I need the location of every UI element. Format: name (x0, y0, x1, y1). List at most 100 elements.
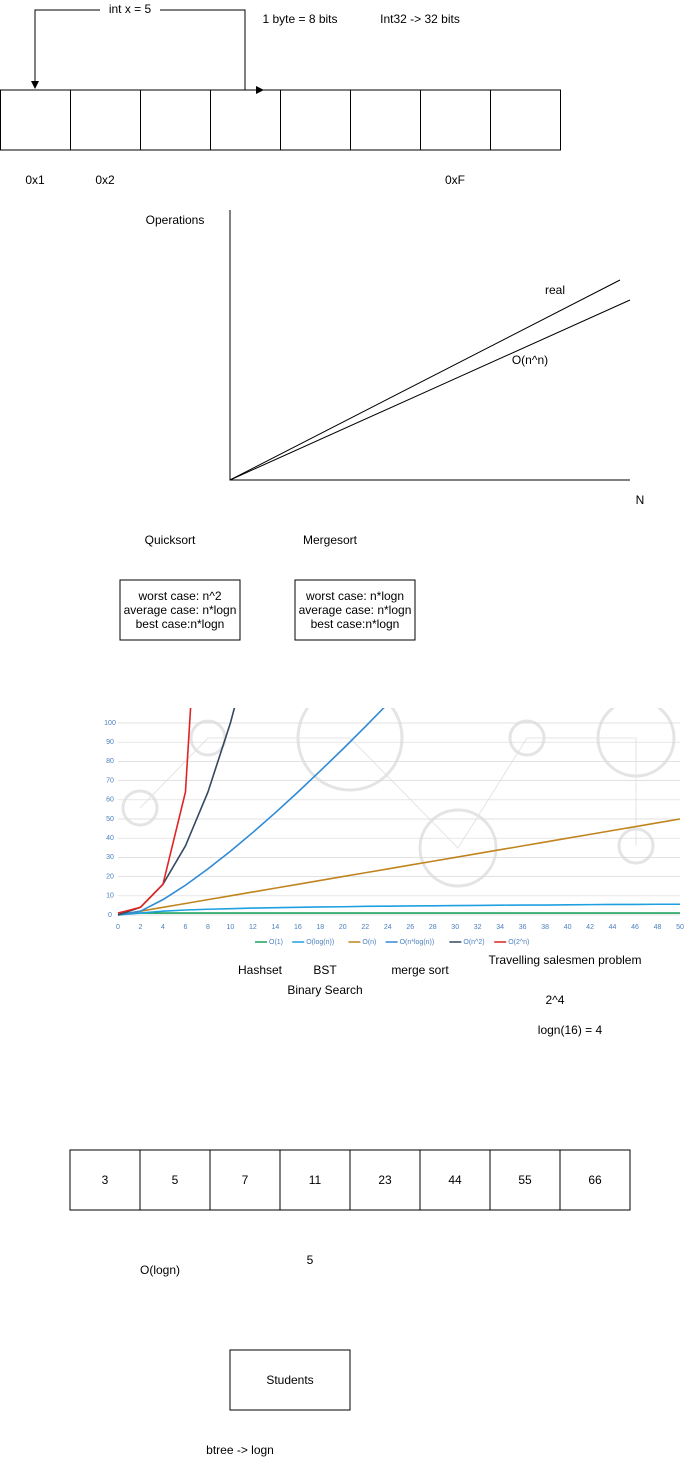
case-text: worst case: n*logn (305, 589, 404, 603)
axis-label: N (636, 493, 645, 507)
arrow-head (256, 86, 264, 94)
sort-name: Quicksort (145, 533, 196, 547)
x-tick-label: 22 (361, 924, 369, 931)
legend-label: O(n*log(n)) (400, 939, 435, 946)
y-tick-label: 90 (106, 739, 114, 746)
x-tick-label: 40 (564, 924, 572, 931)
series-line (117, 708, 385, 916)
y-tick-label: 30 (106, 854, 114, 861)
memory-cell (70, 89, 141, 151)
x-tick-label: 44 (609, 924, 617, 931)
x-tick-label: 38 (541, 924, 549, 931)
x-tick-label: 4 (161, 924, 165, 931)
legend-label: O(n) (362, 939, 376, 946)
address: 0x1 (25, 173, 45, 187)
series-line (117, 708, 192, 914)
x-tick-label: 6 (183, 924, 187, 931)
array-value: 11 (309, 1173, 322, 1187)
note: 1 byte = 8 bits (262, 12, 337, 26)
y-tick-label: 70 (106, 777, 114, 784)
label: Hashset (238, 963, 283, 977)
array-cell (489, 1149, 561, 1211)
y-tick-label: 80 (106, 758, 114, 765)
x-tick-label: 36 (519, 924, 527, 931)
growth-line (229, 279, 621, 481)
array-cell (279, 1149, 351, 1211)
memory-cell (0, 89, 71, 151)
label: merge sort (391, 963, 449, 977)
label: btree -> logn (206, 1443, 274, 1457)
y-tick-label: 0 (108, 912, 112, 919)
x-tick-label: 20 (339, 924, 347, 931)
x-tick-label: 28 (429, 924, 437, 931)
series-line (117, 903, 680, 916)
memory-diagram (0, 89, 561, 151)
label: O(logn) (140, 1263, 180, 1277)
x-tick-label: 24 (384, 924, 392, 931)
memory-cell (350, 89, 421, 151)
axes (229, 210, 630, 481)
label: logn(16) = 4 (538, 1023, 603, 1037)
x-tick-label: 34 (496, 924, 504, 931)
table-name: Students (266, 1373, 313, 1387)
array-value: 44 (448, 1173, 462, 1187)
array-cell (69, 1149, 141, 1211)
array-cell (559, 1149, 631, 1211)
x-tick-label: 32 (474, 924, 482, 931)
array-value: 3 (102, 1173, 109, 1187)
pointer-arrow (31, 9, 246, 90)
array-cell (209, 1149, 281, 1211)
sort-name: Mergesort (303, 533, 358, 547)
y-tick-label: 60 (106, 797, 114, 804)
growth-line (229, 299, 631, 481)
array-cell (349, 1149, 421, 1211)
variable-label: int x = 5 (109, 2, 152, 16)
label: 2^4 (546, 993, 565, 1007)
x-tick-label: 42 (586, 924, 594, 931)
x-tick-label: 14 (271, 924, 279, 931)
legend-label: O(log(n)) (306, 939, 334, 946)
memory-cell (490, 89, 561, 151)
address: 0x2 (95, 173, 115, 187)
memory-cell (140, 89, 211, 151)
memory-cell (280, 89, 351, 151)
chart-background (121, 708, 676, 888)
case-text: best case:n*logn (136, 617, 225, 631)
array-value: 5 (172, 1173, 179, 1187)
case-text: average case: n*logn (299, 603, 412, 617)
x-tick-label: 30 (451, 924, 459, 931)
y-tick-label: 20 (106, 873, 114, 880)
table-box (229, 1349, 351, 1411)
label-bg (100, 3, 160, 17)
case-text: average case: n*logn (124, 603, 237, 617)
x-tick-label: 16 (294, 924, 302, 931)
x-tick-label: 10 (227, 924, 235, 931)
y-tick-label: 50 (106, 816, 114, 823)
memory-cell (420, 89, 491, 151)
y-tick-label: 10 (106, 893, 114, 900)
address: 0xF (445, 173, 465, 187)
sort-box (119, 579, 241, 641)
series-line (117, 708, 236, 916)
x-tick-label: 26 (406, 924, 414, 931)
y-tick-label: 100 (104, 720, 116, 727)
line-label: O(n^n) (512, 353, 548, 367)
sort-box (294, 579, 416, 641)
x-tick-label: 50 (676, 924, 684, 931)
y-tick-label: 40 (106, 835, 114, 842)
memory-cell (210, 89, 281, 151)
legend-label: O(2^n) (508, 939, 529, 946)
note: Int32 -> 32 bits (380, 12, 460, 26)
x-tick-label: 12 (249, 924, 257, 931)
x-tick-label: 46 (631, 924, 639, 931)
label: BST (313, 963, 337, 977)
array-value: 7 (242, 1173, 249, 1187)
array-value: 66 (588, 1173, 602, 1187)
x-tick-label: 0 (116, 924, 120, 931)
label: 5 (307, 1253, 314, 1267)
legend-label: O(n^2) (463, 939, 484, 946)
x-tick-label: 8 (206, 924, 210, 931)
label: Travelling salesmen problem (489, 953, 642, 967)
line-label: real (545, 283, 565, 297)
